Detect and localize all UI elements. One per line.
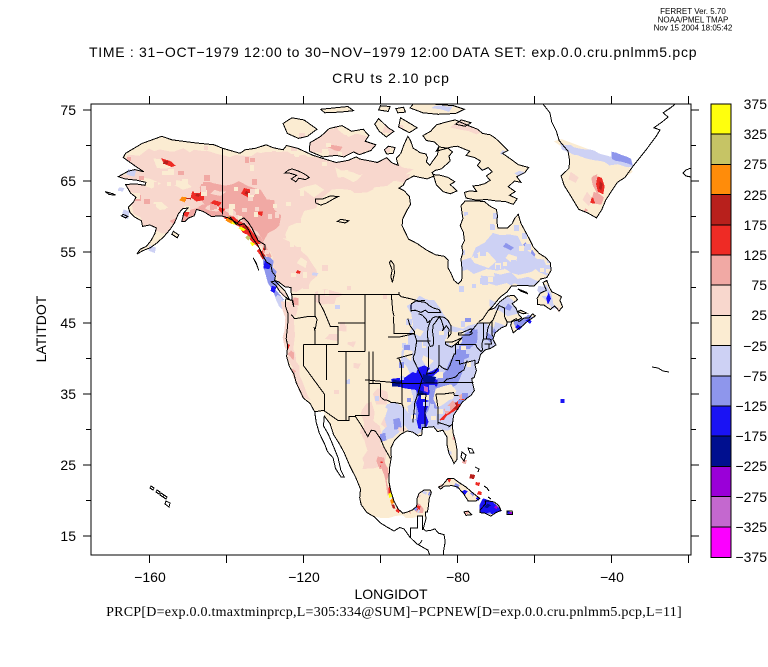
svg-text:375: 375 xyxy=(744,96,768,112)
svg-text:15: 15 xyxy=(60,528,76,544)
svg-text:−120: −120 xyxy=(288,569,320,585)
svg-text:45: 45 xyxy=(60,315,76,331)
svg-text:FERRET Ver. 5.70: FERRET Ver. 5.70 xyxy=(660,7,726,16)
svg-text:75: 75 xyxy=(60,102,76,118)
svg-text:LONGIDOT: LONGIDOT xyxy=(354,586,428,602)
svg-text:LATITDOT: LATITDOT xyxy=(33,295,49,362)
svg-text:175: 175 xyxy=(744,217,768,233)
svg-text:TIME : 31−OCT−1979 12:00 to 30: TIME : 31−OCT−1979 12:00 to 30−NOV−1979 … xyxy=(89,44,449,60)
svg-text:−125: −125 xyxy=(735,398,767,414)
svg-text:75: 75 xyxy=(751,277,767,293)
svg-text:Nov 15 2004 18:05:42: Nov 15 2004 18:05:42 xyxy=(654,24,733,33)
svg-text:225: 225 xyxy=(744,187,768,203)
svg-text:55: 55 xyxy=(60,244,76,260)
svg-text:−325: −325 xyxy=(735,519,767,535)
svg-text:−80: −80 xyxy=(446,569,470,585)
svg-text:65: 65 xyxy=(60,173,76,189)
svg-text:CRU ts 2.10 pcp: CRU ts 2.10 pcp xyxy=(332,70,450,86)
svg-text:275: 275 xyxy=(744,156,768,172)
svg-text:−25: −25 xyxy=(743,338,767,354)
svg-text:−160: −160 xyxy=(134,569,166,585)
svg-text:25: 25 xyxy=(751,307,767,323)
svg-text:−275: −275 xyxy=(735,489,767,505)
svg-text:125: 125 xyxy=(744,247,768,263)
svg-text:NOAA/PMEL TMAP: NOAA/PMEL TMAP xyxy=(658,16,729,25)
svg-text:325: 325 xyxy=(744,126,768,142)
svg-text:25: 25 xyxy=(60,457,76,473)
svg-text:−75: −75 xyxy=(743,368,767,384)
svg-text:−225: −225 xyxy=(735,458,767,474)
svg-text:PRCP[D=exp.0.0.tmaxtminprcp,L=: PRCP[D=exp.0.0.tmaxtminprcp,L=305:334@SU… xyxy=(106,605,682,620)
svg-text:−40: −40 xyxy=(600,569,624,585)
svg-text:DATA SET: exp.0.0.cru.pnlmm5.p: DATA SET: exp.0.0.cru.pnlmm5.pcp xyxy=(452,44,697,60)
svg-text:35: 35 xyxy=(60,386,76,402)
svg-text:−375: −375 xyxy=(735,549,767,565)
svg-text:−175: −175 xyxy=(735,428,767,444)
